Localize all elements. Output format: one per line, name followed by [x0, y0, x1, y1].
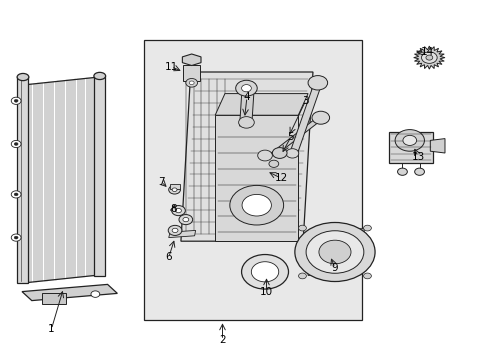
- Polygon shape: [94, 76, 105, 276]
- Circle shape: [285, 149, 298, 158]
- Circle shape: [179, 215, 192, 225]
- Polygon shape: [144, 40, 361, 320]
- Text: 9: 9: [331, 263, 338, 273]
- Text: 1: 1: [48, 324, 55, 334]
- Circle shape: [425, 55, 432, 60]
- Circle shape: [172, 188, 177, 192]
- Polygon shape: [215, 94, 307, 115]
- Polygon shape: [215, 115, 298, 241]
- Polygon shape: [41, 293, 66, 304]
- Polygon shape: [22, 284, 117, 301]
- Polygon shape: [429, 139, 444, 153]
- Circle shape: [11, 97, 21, 104]
- Circle shape: [185, 78, 197, 87]
- Circle shape: [298, 273, 306, 279]
- Polygon shape: [239, 86, 254, 126]
- Circle shape: [14, 236, 18, 239]
- Circle shape: [168, 225, 182, 235]
- Text: 4: 4: [243, 92, 250, 102]
- Circle shape: [251, 262, 278, 282]
- Text: 14: 14: [420, 47, 434, 57]
- Text: 11: 11: [164, 62, 178, 72]
- Polygon shape: [170, 184, 180, 189]
- Circle shape: [272, 148, 286, 158]
- Text: 3: 3: [302, 96, 308, 106]
- Circle shape: [268, 160, 278, 167]
- Circle shape: [183, 217, 188, 222]
- Circle shape: [172, 228, 178, 233]
- Circle shape: [363, 273, 370, 279]
- Circle shape: [242, 194, 271, 216]
- Circle shape: [414, 168, 424, 175]
- Circle shape: [238, 117, 254, 128]
- Circle shape: [91, 291, 100, 297]
- Circle shape: [14, 99, 18, 102]
- Circle shape: [168, 185, 180, 194]
- Polygon shape: [182, 54, 201, 66]
- Polygon shape: [168, 230, 195, 238]
- Circle shape: [421, 52, 436, 63]
- Circle shape: [175, 208, 181, 213]
- Text: 13: 13: [410, 152, 424, 162]
- Circle shape: [363, 225, 370, 231]
- Polygon shape: [17, 77, 28, 283]
- Circle shape: [311, 111, 329, 124]
- Text: 12: 12: [274, 173, 287, 183]
- Circle shape: [171, 206, 185, 216]
- Polygon shape: [27, 77, 95, 283]
- Polygon shape: [181, 72, 312, 241]
- Circle shape: [241, 85, 251, 92]
- Circle shape: [307, 76, 327, 90]
- Circle shape: [298, 225, 306, 231]
- Circle shape: [318, 240, 350, 264]
- Circle shape: [305, 231, 363, 273]
- Circle shape: [189, 81, 194, 85]
- Polygon shape: [183, 65, 200, 81]
- Circle shape: [14, 143, 18, 145]
- Polygon shape: [288, 81, 322, 157]
- Circle shape: [11, 191, 21, 198]
- Circle shape: [235, 80, 257, 96]
- Polygon shape: [413, 46, 444, 69]
- Circle shape: [229, 185, 283, 225]
- Circle shape: [397, 168, 407, 175]
- Text: 10: 10: [260, 287, 272, 297]
- Circle shape: [294, 222, 374, 282]
- Text: 2: 2: [219, 335, 225, 345]
- Polygon shape: [266, 115, 327, 157]
- Ellipse shape: [17, 73, 29, 81]
- Ellipse shape: [94, 72, 105, 80]
- Circle shape: [402, 135, 416, 145]
- Circle shape: [11, 234, 21, 241]
- Circle shape: [394, 130, 424, 151]
- Text: 7: 7: [158, 177, 164, 187]
- Polygon shape: [388, 132, 432, 163]
- Text: 5: 5: [287, 132, 294, 142]
- Circle shape: [14, 193, 18, 196]
- Polygon shape: [307, 229, 364, 275]
- Circle shape: [241, 255, 288, 289]
- Text: 8: 8: [170, 204, 177, 214]
- Circle shape: [257, 150, 272, 161]
- Circle shape: [11, 140, 21, 148]
- Text: 6: 6: [165, 252, 172, 262]
